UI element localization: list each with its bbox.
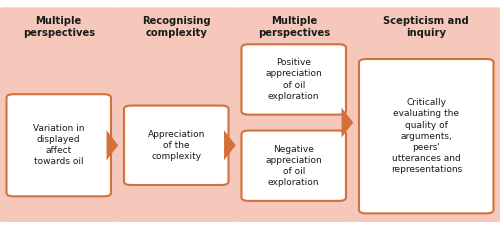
Text: Variation in
displayed
affect
towards oil: Variation in displayed affect towards oi…	[33, 124, 84, 166]
Text: Multiple
perspectives: Multiple perspectives	[22, 16, 95, 38]
FancyBboxPatch shape	[0, 7, 122, 222]
FancyBboxPatch shape	[242, 131, 346, 201]
Text: Positive
appreciation
of oil
exploration: Positive appreciation of oil exploration	[266, 58, 322, 101]
FancyBboxPatch shape	[359, 59, 494, 213]
FancyBboxPatch shape	[114, 7, 239, 222]
FancyBboxPatch shape	[348, 7, 500, 222]
FancyBboxPatch shape	[6, 94, 111, 196]
Text: Critically
evaluating the
quality of
arguments,
peers'
utterances and
representa: Critically evaluating the quality of arg…	[390, 98, 462, 174]
Text: Scepticism and
inquiry: Scepticism and inquiry	[384, 16, 469, 38]
Text: Appreciation
of the
complexity: Appreciation of the complexity	[148, 130, 205, 161]
FancyBboxPatch shape	[124, 106, 228, 185]
FancyBboxPatch shape	[231, 7, 356, 222]
Text: Negative
appreciation
of oil
exploration: Negative appreciation of oil exploration	[266, 145, 322, 187]
FancyBboxPatch shape	[242, 44, 346, 115]
Text: Multiple
perspectives: Multiple perspectives	[258, 16, 330, 38]
Text: Recognising
complexity: Recognising complexity	[142, 16, 210, 38]
